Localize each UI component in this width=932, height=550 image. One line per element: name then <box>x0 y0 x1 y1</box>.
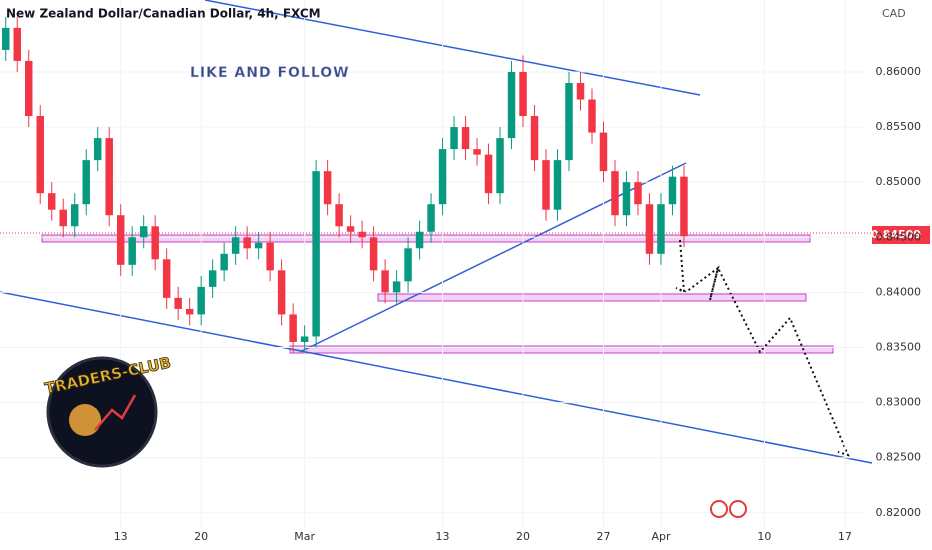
candles <box>2 16 688 353</box>
candle-body <box>174 297 182 309</box>
candle-body <box>277 270 286 315</box>
candle-body <box>128 237 136 265</box>
candle-body <box>634 182 642 205</box>
annotation: LIKE AND FOLLOW <box>190 65 350 81</box>
candle-body <box>208 270 217 287</box>
candle-body <box>312 171 320 337</box>
candle-body <box>427 204 435 232</box>
logo-circle <box>46 356 158 468</box>
candle-body <box>254 242 263 249</box>
candle-body <box>588 99 596 133</box>
candle-body <box>496 138 504 194</box>
candle-body <box>220 253 228 271</box>
candle-body <box>358 231 366 238</box>
candle-body <box>162 259 171 298</box>
x-tick-label: 20 <box>516 530 530 543</box>
candle-body <box>116 215 125 265</box>
candle-body <box>105 138 113 216</box>
candle-body <box>93 138 102 161</box>
candle-body <box>438 149 447 205</box>
candle-body <box>36 116 44 194</box>
chart-title: New Zealand Dollar/Canadian Dollar, 4h, … <box>6 7 321 21</box>
candle-body <box>231 237 240 254</box>
candle-body <box>542 160 550 210</box>
candle-body <box>335 204 343 227</box>
candle-body <box>611 171 619 216</box>
x-tick-label: 27 <box>596 530 610 543</box>
support-zone <box>377 293 807 302</box>
x-tick-label: 20 <box>194 530 208 543</box>
candle-body <box>243 237 251 249</box>
candle-body <box>473 149 481 155</box>
candle-body <box>25 60 33 117</box>
x-tick-label: Mar <box>294 530 315 543</box>
candle-body <box>565 82 573 161</box>
y-tick-label: 0.82500 <box>876 451 922 464</box>
candle-body <box>680 176 688 237</box>
trend-line <box>299 162 687 353</box>
logo-arrow <box>94 394 137 431</box>
candle-body <box>289 314 297 342</box>
candle-body <box>404 248 412 282</box>
candle-body <box>151 226 159 260</box>
candle-body <box>266 242 274 271</box>
candle-body <box>461 127 470 150</box>
logo-glow <box>69 404 101 436</box>
projection-path <box>675 239 850 457</box>
x-tick-label: 13 <box>114 530 128 543</box>
price-badge <box>872 226 930 244</box>
candle-body <box>381 270 389 293</box>
flag-icon <box>710 500 747 518</box>
x-tick-label: 17 <box>838 530 852 543</box>
candle-body <box>519 71 527 117</box>
channel-line <box>204 0 701 96</box>
channel-line <box>0 291 873 464</box>
y-tick-label: 0.86000 <box>876 65 922 78</box>
candle-body <box>645 204 654 254</box>
candle-body <box>139 226 148 238</box>
candle-body <box>2 27 10 50</box>
y-tick-label: 0.82000 <box>876 506 922 519</box>
candle-body <box>622 182 631 216</box>
y-tick-label: 0.83500 <box>876 340 922 353</box>
candle-body <box>47 193 56 210</box>
candle-body <box>59 209 67 227</box>
candle-body <box>450 127 458 150</box>
candle-body <box>197 286 205 315</box>
candle-body <box>392 281 401 293</box>
x-tick-label: 10 <box>757 530 771 543</box>
candle-body <box>668 176 677 205</box>
candle-body <box>657 204 665 254</box>
candle-body <box>553 160 562 210</box>
currency-label: CAD <box>882 7 906 20</box>
candle-body <box>82 160 90 205</box>
x-tick-label: Apr <box>651 530 671 543</box>
icon-circle <box>729 500 747 518</box>
candle-body <box>185 308 194 315</box>
y-tick-label: 0.85500 <box>876 120 922 133</box>
candle-body <box>484 154 493 194</box>
candle-body <box>599 132 608 172</box>
candle-body <box>13 27 21 61</box>
candle-body <box>507 71 516 139</box>
candle-body <box>323 171 332 205</box>
candle-body <box>415 231 424 249</box>
candle-body <box>346 226 355 232</box>
support-zone <box>41 234 811 243</box>
y-tick-label: 0.85000 <box>876 175 922 188</box>
candle-body <box>369 237 378 271</box>
y-tick-label: 0.83000 <box>876 396 922 409</box>
candle-body <box>530 116 539 161</box>
icon-circle <box>710 500 728 518</box>
price-badge-label: 0.84509 <box>871 228 921 241</box>
candle-body <box>70 204 79 227</box>
x-tick-label: 13 <box>436 530 450 543</box>
y-tick-label: 0.84000 <box>876 285 922 298</box>
y-tick-label: 0.84500 <box>876 230 922 243</box>
candle-body <box>300 336 309 342</box>
candle-body <box>576 82 585 100</box>
